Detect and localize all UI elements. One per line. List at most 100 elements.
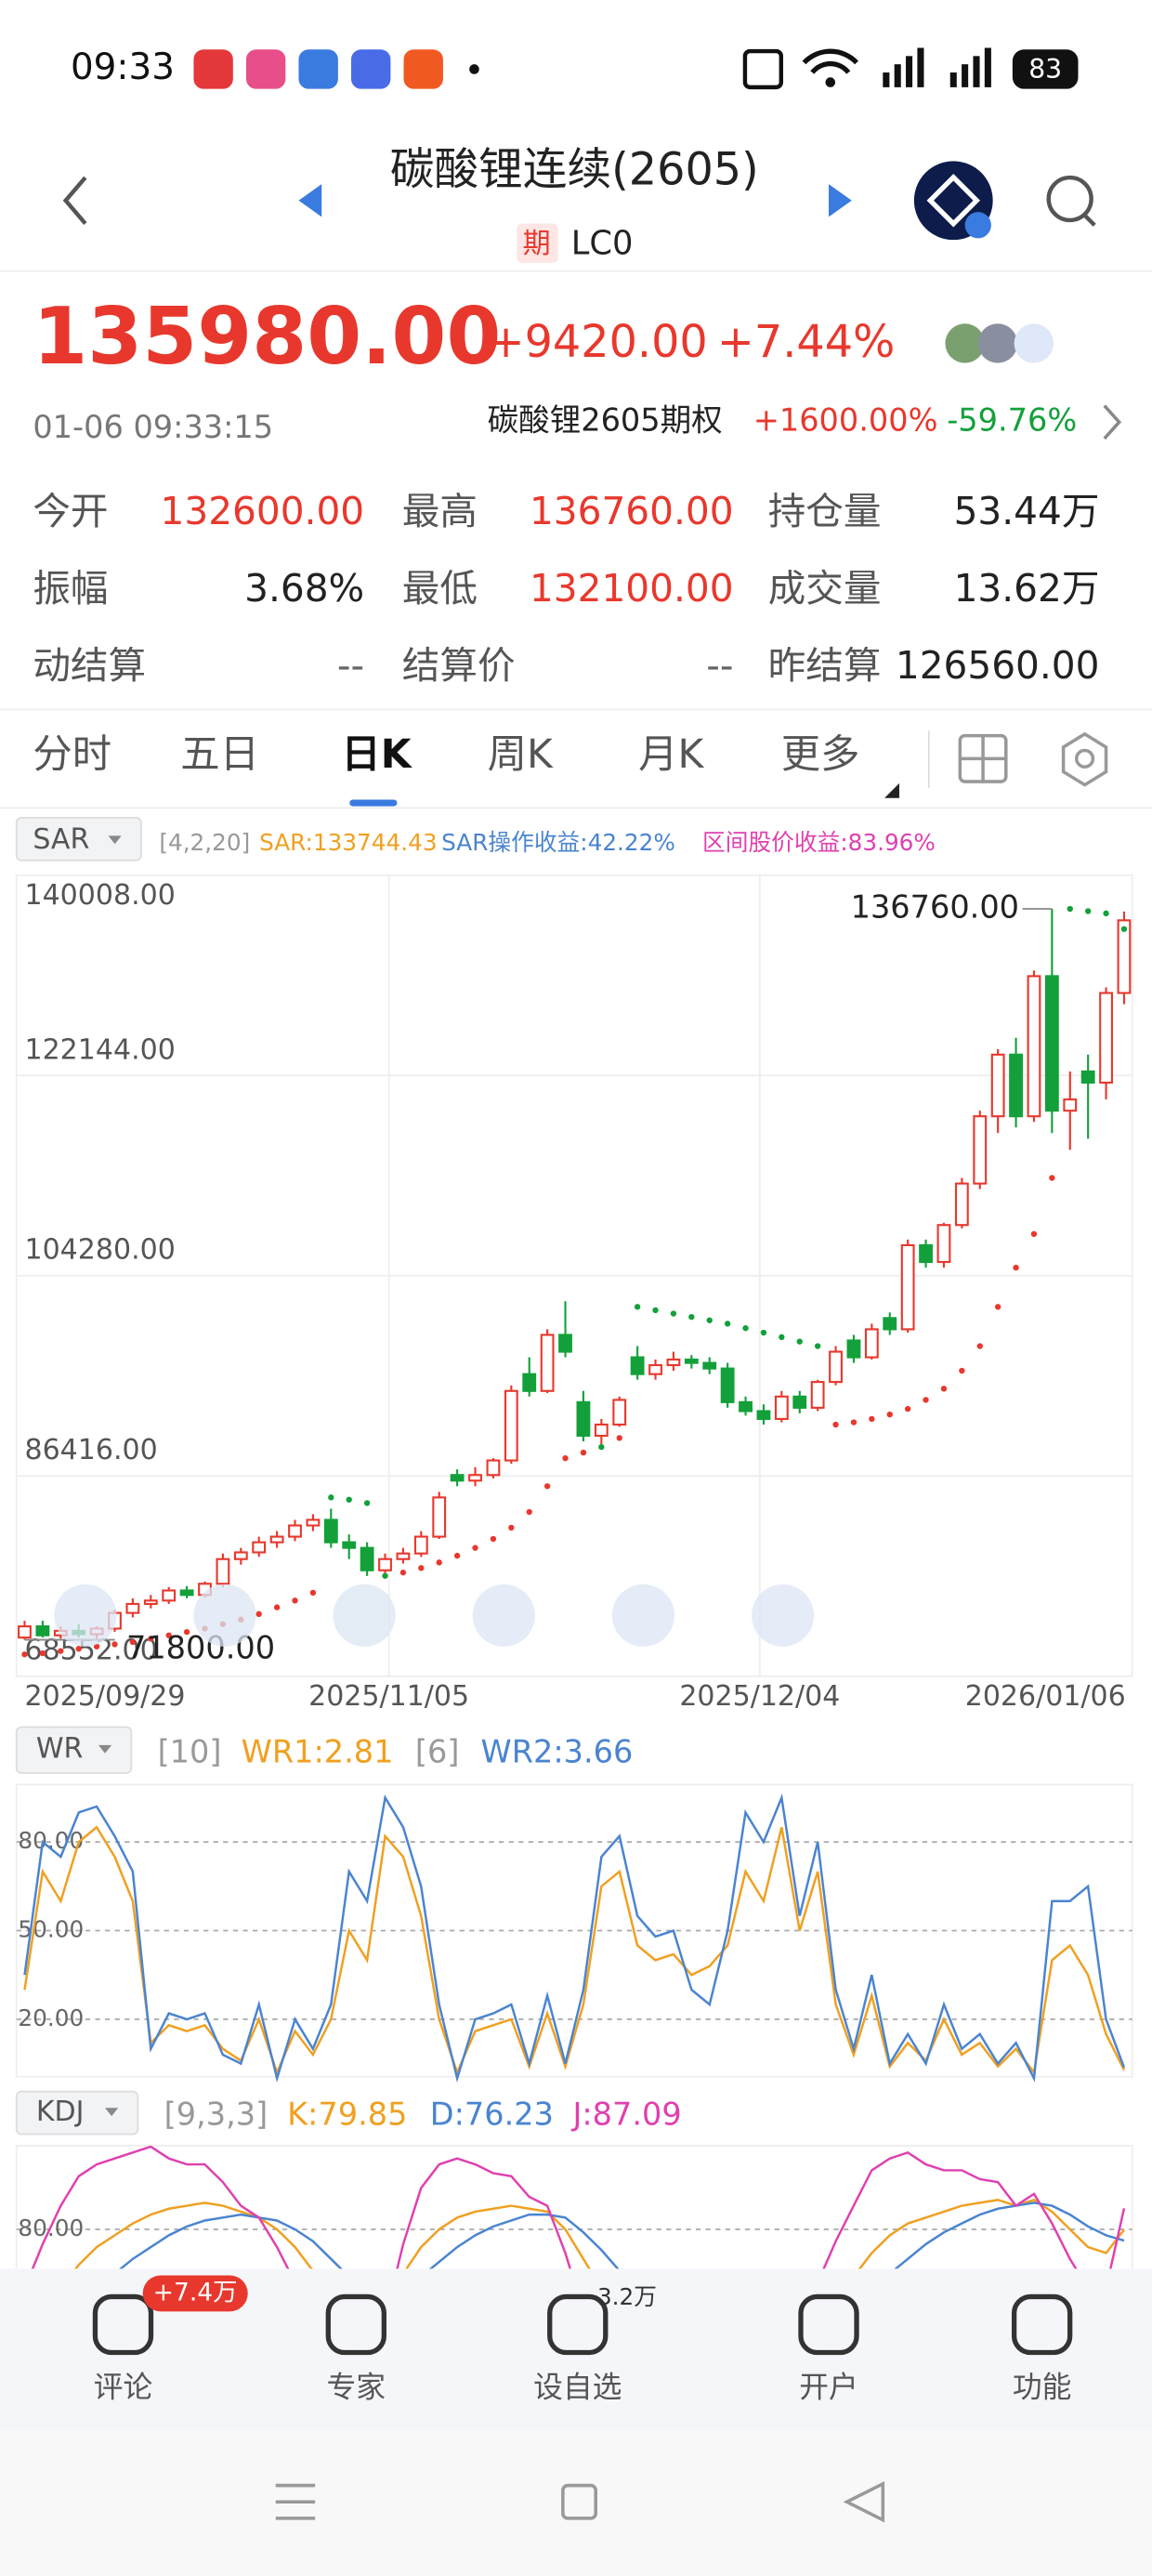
kdj-chart: 80.00	[16, 2145, 1132, 2269]
y-tick-label: 104280.00	[24, 1234, 175, 1267]
candle-body	[306, 1518, 321, 1527]
tab[interactable]: 日K	[341, 731, 412, 777]
indicator-select[interactable]	[15, 817, 142, 861]
candle-body	[829, 1350, 843, 1384]
sar-dot	[760, 1329, 767, 1336]
nav-badge-bg	[142, 2275, 248, 2312]
quote-time: 01-06 09:33:15	[33, 409, 273, 445]
layout-button[interactable]	[958, 733, 1008, 783]
chart-frame	[15, 2145, 1133, 2279]
candle-body	[323, 1518, 338, 1544]
candle-body	[378, 1557, 392, 1571]
sar-dot	[886, 1411, 893, 1418]
j-legend: J:87.09	[570, 2096, 681, 2133]
stat-label: 最高	[402, 489, 478, 533]
candle-body	[774, 1395, 789, 1420]
candle-body	[648, 1363, 662, 1375]
stat-label: 动结算	[33, 643, 146, 688]
next-arrow[interactable]	[829, 184, 852, 217]
dropdown-arrow	[98, 1744, 112, 1754]
tab[interactable]: 更多	[781, 731, 860, 777]
sar-dot	[940, 1386, 948, 1392]
date-label: 2025/09/29	[24, 1680, 185, 1713]
stat-value: --	[706, 643, 733, 688]
nav-item[interactable]: 专家	[325, 2293, 386, 2404]
back-button[interactable]	[62, 176, 87, 225]
candle-body	[179, 1589, 194, 1597]
sar-dot	[490, 1535, 497, 1543]
system-nav	[0, 2429, 1152, 2576]
candle-body	[162, 1589, 177, 1602]
sar-dot	[273, 1604, 281, 1610]
nav-label: 功能	[1013, 2370, 1072, 2404]
min-label: 71800.00	[126, 1630, 275, 1666]
system-buttons[interactable]	[275, 2480, 885, 2523]
sar-dot	[363, 1500, 371, 1506]
sar-dot	[1120, 926, 1128, 932]
max-label: 136760.00	[851, 889, 1019, 926]
sar-dot	[1067, 905, 1073, 913]
candle-body	[1063, 1098, 1078, 1112]
search-button[interactable]	[1046, 175, 1096, 227]
sar-dot	[832, 1421, 839, 1428]
y-tick-label: 86416.00	[24, 1434, 157, 1466]
indicator-select[interactable]	[15, 1726, 133, 1774]
candle-body	[702, 1361, 717, 1370]
sar-dot	[1013, 1264, 1019, 1271]
candle-body	[125, 1602, 140, 1614]
candle-body	[360, 1546, 374, 1571]
sar-dot	[706, 1317, 713, 1323]
d-legend: D:76.23	[430, 2096, 554, 2133]
tab[interactable]: 周K	[488, 731, 554, 777]
sar-dot	[75, 1646, 82, 1652]
tab[interactable]: 月K	[638, 731, 704, 777]
prev-arrow[interactable]	[298, 184, 322, 217]
candle-body	[1099, 992, 1113, 1084]
indicator-select[interactable]	[15, 2090, 139, 2136]
option-name[interactable]: 碳酸锂2605期权	[488, 402, 723, 439]
candle-body	[522, 1373, 537, 1392]
candle-body	[342, 1541, 357, 1549]
candle-body	[720, 1367, 735, 1403]
sar-dot	[129, 1638, 137, 1646]
sar-dot	[543, 1483, 551, 1490]
nav-item[interactable]: 开户	[798, 2293, 859, 2404]
stat-label: 今开	[33, 489, 108, 533]
sar-dot	[598, 1443, 605, 1451]
settings-button[interactable]	[1061, 731, 1108, 787]
sar-dot	[399, 1570, 407, 1576]
nav-item[interactable]: 功能	[1011, 2293, 1073, 2404]
nav-icon	[92, 2293, 154, 2356]
option-chevron[interactable]	[1103, 404, 1122, 440]
ai-button[interactable]	[913, 161, 993, 241]
sar-dot	[959, 1367, 965, 1374]
stat-value: 136760.00	[530, 489, 734, 533]
sar-dot	[436, 1559, 442, 1566]
nav-icon	[1011, 2293, 1073, 2356]
nav-item[interactable]: 评论 +7.4万	[92, 2275, 248, 2404]
candle-body	[35, 1625, 50, 1636]
candle-body	[143, 1599, 158, 1606]
candle-body	[18, 1625, 32, 1639]
sar-dot	[724, 1321, 731, 1327]
zoom-controls[interactable]	[54, 1584, 815, 1647]
sar-dot	[796, 1338, 803, 1345]
tab[interactable]: 五日	[180, 731, 259, 777]
sar-value: SAR:133744.43	[259, 829, 437, 856]
sar-dot	[346, 1496, 352, 1503]
nav-label: 设自选	[533, 2370, 622, 2404]
tab[interactable]: 分时	[33, 731, 111, 777]
sar-dot	[814, 1343, 821, 1349]
sar-dot	[670, 1310, 677, 1317]
candle-body	[576, 1400, 591, 1438]
nav-item[interactable]: 设自选 3.2万	[533, 2283, 657, 2404]
sar-dot	[904, 1405, 911, 1413]
candle-body	[450, 1474, 465, 1482]
date-label: 2026/01/06	[965, 1680, 1126, 1713]
candle-body	[269, 1535, 284, 1544]
indicator-params: [9,3,3]	[164, 2096, 268, 2133]
sar-dot	[472, 1544, 478, 1551]
candle-body	[883, 1317, 897, 1331]
option-down: -59.76%	[947, 402, 1077, 439]
